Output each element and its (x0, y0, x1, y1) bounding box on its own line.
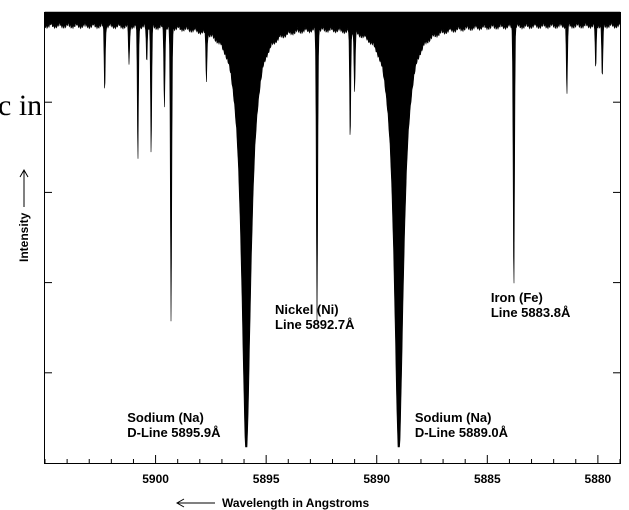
annotation-line2: Line 5883.8Å (491, 305, 571, 320)
left-arrowhead-icon (175, 498, 185, 508)
x-axis: 5900 5895 5890 5885 5880 (44, 455, 621, 486)
cropped-text-fragment: c in (0, 89, 42, 122)
annotation-line1: Iron (Fe) (491, 290, 543, 305)
x-tick-label: 5890 (363, 472, 390, 486)
y-axis-label: Intensity (17, 212, 31, 262)
y-axis (45, 101, 620, 374)
x-tick-label: 5895 (253, 472, 280, 486)
x-axis-label: Wavelength in Angstroms (222, 496, 369, 510)
annotation-line1: Sodium (Na) (127, 410, 204, 425)
spectrum-line (44, 11, 621, 448)
x-tick-label: 5885 (474, 472, 501, 486)
x-tick-label: 5880 (585, 472, 612, 486)
annotation-line1: Sodium (Na) (415, 410, 492, 425)
x-tick-label: 5900 (142, 472, 169, 486)
annotation-line2: D-Line 5895.9Å (127, 425, 221, 440)
plot-area (44, 11, 621, 464)
annotation-line1: Nickel (Ni) (275, 302, 339, 317)
annotation-line2: D-Line 5889.0Å (415, 425, 509, 440)
x-axis-title: Wavelength in Angstroms (175, 496, 369, 510)
plot-frame (44, 12, 621, 464)
up-arrowhead-icon (19, 168, 29, 178)
annotation-line2: Line 5892.7Å (275, 317, 355, 332)
y-axis-title: Intensity (17, 168, 31, 262)
